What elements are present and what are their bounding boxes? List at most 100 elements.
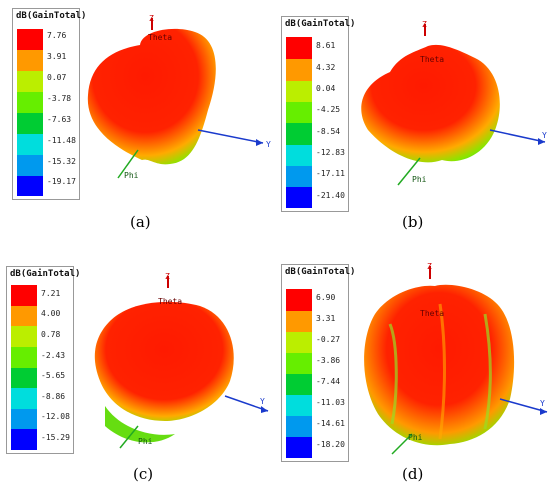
legend-swatch — [286, 166, 312, 187]
y-axis — [489, 129, 546, 143]
legend-swatch — [286, 437, 312, 458]
legend-value: -18.20 — [316, 440, 345, 449]
legend-swatch — [17, 113, 43, 134]
legend-swatch — [17, 92, 43, 113]
y-axis — [224, 395, 269, 412]
caption-a: (a) — [130, 213, 151, 231]
legend-title: dB(GainTotal) — [16, 11, 87, 21]
legend-swatch — [286, 374, 312, 395]
legend-swatch — [286, 311, 312, 332]
legend-value: 0.04 — [316, 84, 336, 93]
theta-label: Theta — [158, 297, 182, 306]
legend-value: -17.11 — [316, 169, 345, 178]
legend-swatch — [17, 155, 43, 176]
legend-swatch — [11, 306, 37, 326]
radiation-pattern-d: Z Y Phi Theta — [364, 262, 548, 455]
legend-value: -14.61 — [316, 419, 345, 428]
legend-value: -15.29 — [41, 433, 70, 442]
legend-swatch — [17, 29, 43, 50]
phi-label: Phi — [412, 175, 427, 184]
x-axis — [119, 425, 139, 449]
legend-swatch — [17, 71, 43, 92]
legend-swatch — [11, 429, 37, 450]
legend-value: -7.44 — [316, 377, 341, 386]
legend-value: 4.32 — [316, 63, 336, 72]
legend-swatch — [286, 102, 312, 123]
legend-title: dB(GainTotal) — [285, 19, 356, 29]
legend-title: dB(GainTotal) — [10, 269, 81, 279]
legend-value: -12.08 — [41, 412, 70, 421]
legend-b: dB(GainTotal) 8.61 4.32 0.04 -4.25 -8.54… — [281, 16, 355, 212]
legend-value: 7.21 — [41, 289, 61, 298]
theta-label: Theta — [420, 55, 444, 64]
y-axis — [499, 398, 548, 413]
legend-swatch — [286, 37, 312, 59]
gain-surface — [94, 301, 234, 421]
legend-value: 6.90 — [316, 293, 336, 302]
panel-d: dB(GainTotal) 6.90 3.31 -0.27 -3.86 -7.4… — [275, 246, 550, 492]
legend-value: 4.00 — [41, 309, 61, 318]
z-axis-label: Z — [165, 272, 170, 281]
legend-swatch — [11, 368, 37, 388]
legend-swatch — [286, 353, 312, 374]
phi-label: Phi — [138, 437, 153, 446]
gain-surface — [364, 284, 515, 446]
legend-value: -11.03 — [316, 398, 345, 407]
x-axis — [397, 157, 421, 186]
legend-swatch — [286, 416, 312, 437]
y-axis — [197, 129, 264, 144]
caption-b: (b) — [402, 213, 424, 231]
legend-value: 0.07 — [47, 73, 67, 82]
theta-label: Theta — [420, 309, 444, 318]
legend-a: dB(GainTotal) 7.76 3.91 0.07 -3.78 -7.63… — [12, 8, 86, 200]
x-axis — [391, 433, 413, 455]
legend-title: dB(GainTotal) — [285, 267, 356, 277]
gain-surface — [361, 44, 500, 163]
legend-swatch — [286, 395, 312, 416]
legend-swatch — [286, 81, 312, 102]
z-axis-label: Z — [422, 20, 427, 29]
legend-value: -12.83 — [316, 148, 345, 157]
legend-value: 7.76 — [47, 31, 67, 40]
legend-value: -8.86 — [41, 392, 66, 401]
x-axis — [117, 149, 139, 179]
legend-value: -21.40 — [316, 191, 345, 200]
legend-value: 8.61 — [316, 41, 336, 50]
gain-lobe — [105, 406, 175, 443]
legend-swatch — [286, 145, 312, 166]
y-axis-label: Y — [266, 140, 271, 149]
radiation-pattern-a: Z Y Phi Theta — [87, 14, 271, 180]
theta-label: Theta — [148, 33, 172, 42]
legend-value: 0.78 — [41, 330, 61, 339]
legend-value: -0.27 — [316, 335, 341, 344]
legend-value: -19.17 — [47, 177, 76, 186]
legend-value: -2.43 — [41, 351, 66, 360]
y-axis-label: Y — [540, 399, 545, 408]
legend-value: -11.48 — [47, 136, 76, 145]
legend-swatch — [11, 326, 37, 347]
legend-swatch — [286, 187, 312, 208]
legend-value: -8.54 — [316, 127, 341, 136]
legend-swatch — [286, 123, 312, 145]
legend-c: dB(GainTotal) 7.21 4.00 0.78 -2.43 -5.65… — [6, 266, 80, 454]
z-axis-label: Z — [427, 262, 432, 271]
gain-surface — [87, 28, 216, 165]
legend-swatch — [11, 347, 37, 368]
panel-c: dB(GainTotal) 7.21 4.00 0.78 -2.43 -5.65… — [0, 246, 275, 492]
legend-value: -5.65 — [41, 371, 66, 380]
legend-value: 3.31 — [316, 314, 336, 323]
radiation-pattern-c: Z Y Phi Theta — [94, 272, 269, 449]
legend-value: -15.32 — [47, 157, 76, 166]
legend-swatch — [286, 59, 312, 81]
legend-swatch — [17, 50, 43, 71]
legend-swatch — [11, 409, 37, 429]
legend-value: 3.91 — [47, 52, 67, 61]
panel-b: dB(GainTotal) 8.61 4.32 0.04 -4.25 -8.54… — [275, 0, 550, 246]
radiation-pattern-b: Z Y Phi Theta — [361, 20, 547, 186]
y-axis-label: Y — [260, 397, 265, 406]
y-axis-label: Y — [542, 131, 547, 140]
caption-d: (d) — [402, 465, 424, 483]
phi-label: Phi — [124, 171, 139, 180]
legend-swatch — [11, 388, 37, 409]
legend-swatch — [286, 289, 312, 311]
